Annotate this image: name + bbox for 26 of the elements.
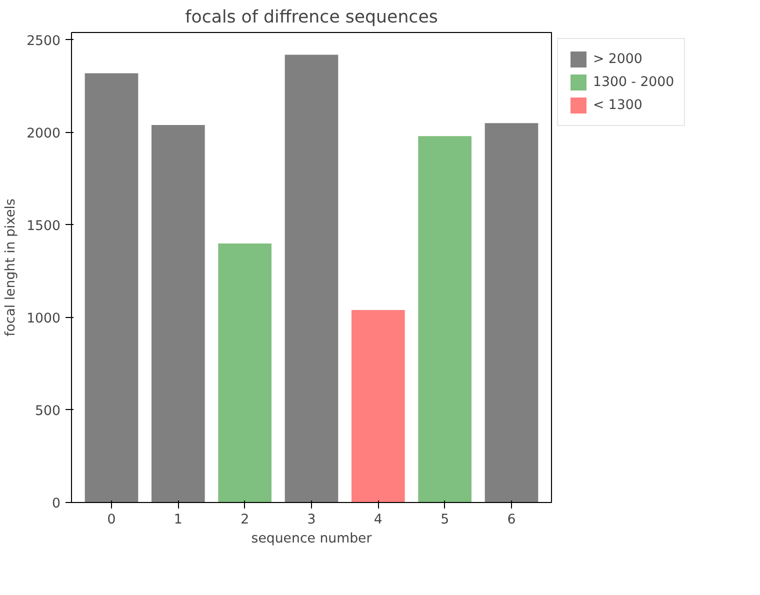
x-tick-label: 5: [440, 512, 450, 528]
y-tick-label: 2000: [26, 126, 61, 142]
y-tick-label: 1000: [26, 311, 61, 326]
bar: [352, 310, 405, 502]
x-tick-label: 1: [174, 512, 182, 528]
bar: [484, 123, 538, 502]
x-tick-label: 6: [507, 512, 516, 528]
y-tick-label: 500: [35, 404, 61, 419]
x-tick-label: 4: [374, 512, 382, 528]
y-tick-label: 1500: [26, 218, 61, 234]
chart-title: focals of diffrence sequences: [185, 8, 438, 28]
bar: [284, 54, 338, 502]
x-tick-label: 3: [307, 512, 316, 528]
bar: [418, 136, 472, 502]
y-axis-title: focal lenght in pixels: [4, 198, 19, 336]
legend-label: 1300 - 2000: [593, 74, 674, 90]
x-tick-label: 0: [107, 512, 116, 528]
bar: [218, 243, 272, 502]
x-tick-label: 2: [240, 512, 250, 528]
y-tick-label: 2500: [26, 34, 61, 49]
legend-label: < 1300: [593, 98, 642, 112]
legend-label: > 2000: [593, 52, 642, 66]
bar: [152, 125, 205, 502]
x-axis-title: sequence number: [251, 532, 372, 546]
y-tick-label: 0: [52, 496, 61, 512]
bar: [84, 73, 138, 502]
